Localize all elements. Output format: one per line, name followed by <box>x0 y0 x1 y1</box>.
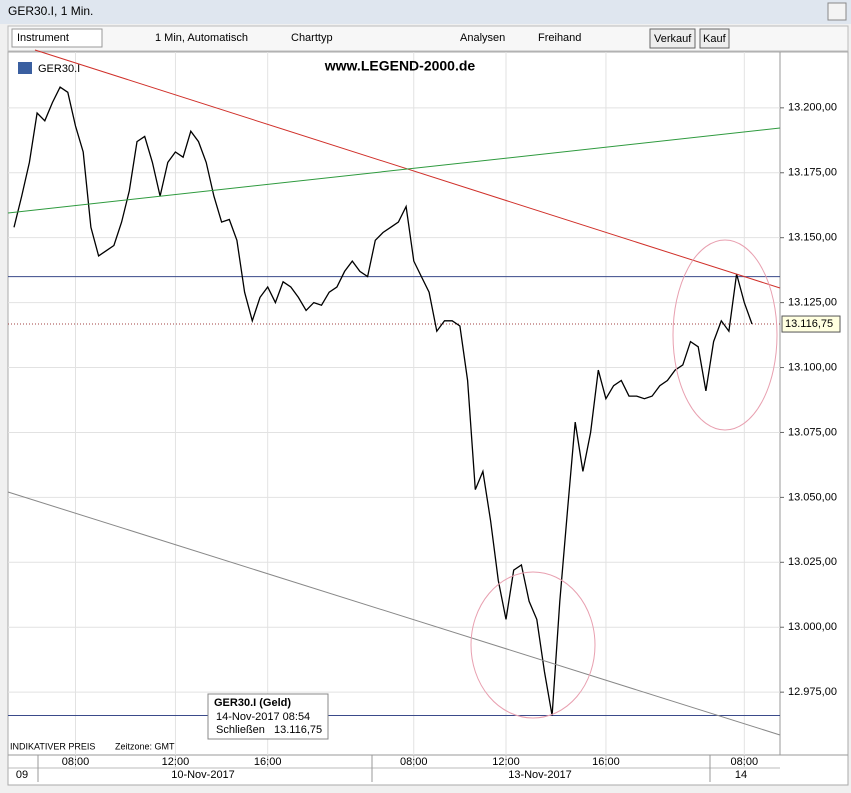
buy-label: Kauf <box>703 33 727 45</box>
date-label: 13-Nov-2017 <box>508 769 572 781</box>
last-price-box <box>781 315 841 333</box>
x-tick-label: 16:00 <box>254 756 282 768</box>
sell-button[interactable] <box>649 28 696 49</box>
tooltip-date: 14-Nov-2017 08:54 <box>216 711 310 723</box>
last-price-label: 13.116,75 <box>785 318 833 330</box>
tooltip-close-label: Schließen <box>216 724 265 736</box>
y-tick-label: 13.025,00 <box>788 556 837 568</box>
tooltip-title: GER30.I (Geld) <box>214 697 291 709</box>
highlight-circle <box>470 571 596 719</box>
timezone-note: Zeitzone: GMT <box>115 741 175 751</box>
window-title: GER30.I, 1 Min. <box>8 4 93 18</box>
instrument-input[interactable] <box>11 28 103 48</box>
x-tick-label: 08:00 <box>400 756 428 768</box>
x-tick-label: 16:00 <box>592 756 620 768</box>
close-button[interactable] <box>827 2 847 21</box>
date-label: 10-Nov-2017 <box>171 769 235 781</box>
x-tick-label: 12:00 <box>162 756 190 768</box>
trendline <box>7 491 781 736</box>
analysen-dropdown[interactable]: Analysen <box>460 32 505 44</box>
x-tick-label: 08:00 <box>62 756 90 768</box>
y-tick-label: 13.075,00 <box>788 426 837 438</box>
buy-button[interactable] <box>699 28 730 49</box>
y-tick-label: 12.975,00 <box>788 686 837 698</box>
date-label: 09 <box>16 769 28 781</box>
chart-title: www.LEGEND-2000.de <box>324 58 476 74</box>
y-tick-label: 13.100,00 <box>788 361 837 373</box>
y-tick-label: 13.200,00 <box>788 102 837 114</box>
tooltip-close-value: 13.116,75 <box>274 724 322 736</box>
y-tick-label: 13.050,00 <box>788 491 837 503</box>
x-tick-label: 08:00 <box>731 756 759 768</box>
instrument-placeholder: Instrument <box>17 32 69 44</box>
trendline <box>7 127 781 214</box>
charttype-dropdown[interactable]: Charttyp <box>291 32 333 44</box>
tooltip <box>207 693 329 740</box>
highlight-circle <box>672 239 778 431</box>
x-tick-label: 12:00 <box>492 756 520 768</box>
price-line <box>13 86 753 716</box>
chart-area <box>7 51 849 786</box>
interval-dropdown[interactable]: 1 Min, Automatisch <box>155 32 248 44</box>
y-tick-label: 13.175,00 <box>788 167 837 179</box>
y-tick-label: 13.125,00 <box>788 297 837 309</box>
date-label: 14 <box>735 769 747 781</box>
symbol-icon <box>18 62 32 74</box>
freihand-dropdown[interactable]: Freihand <box>538 32 581 44</box>
price-note: INDIKATIVER PREIS <box>10 741 95 751</box>
title-bar <box>0 0 851 24</box>
sell-label: Verkauf <box>654 33 692 45</box>
symbol-label[interactable]: GER30.I <box>38 63 80 75</box>
y-tick-label: 13.150,00 <box>788 232 837 244</box>
y-tick-label: 13.000,00 <box>788 621 837 633</box>
